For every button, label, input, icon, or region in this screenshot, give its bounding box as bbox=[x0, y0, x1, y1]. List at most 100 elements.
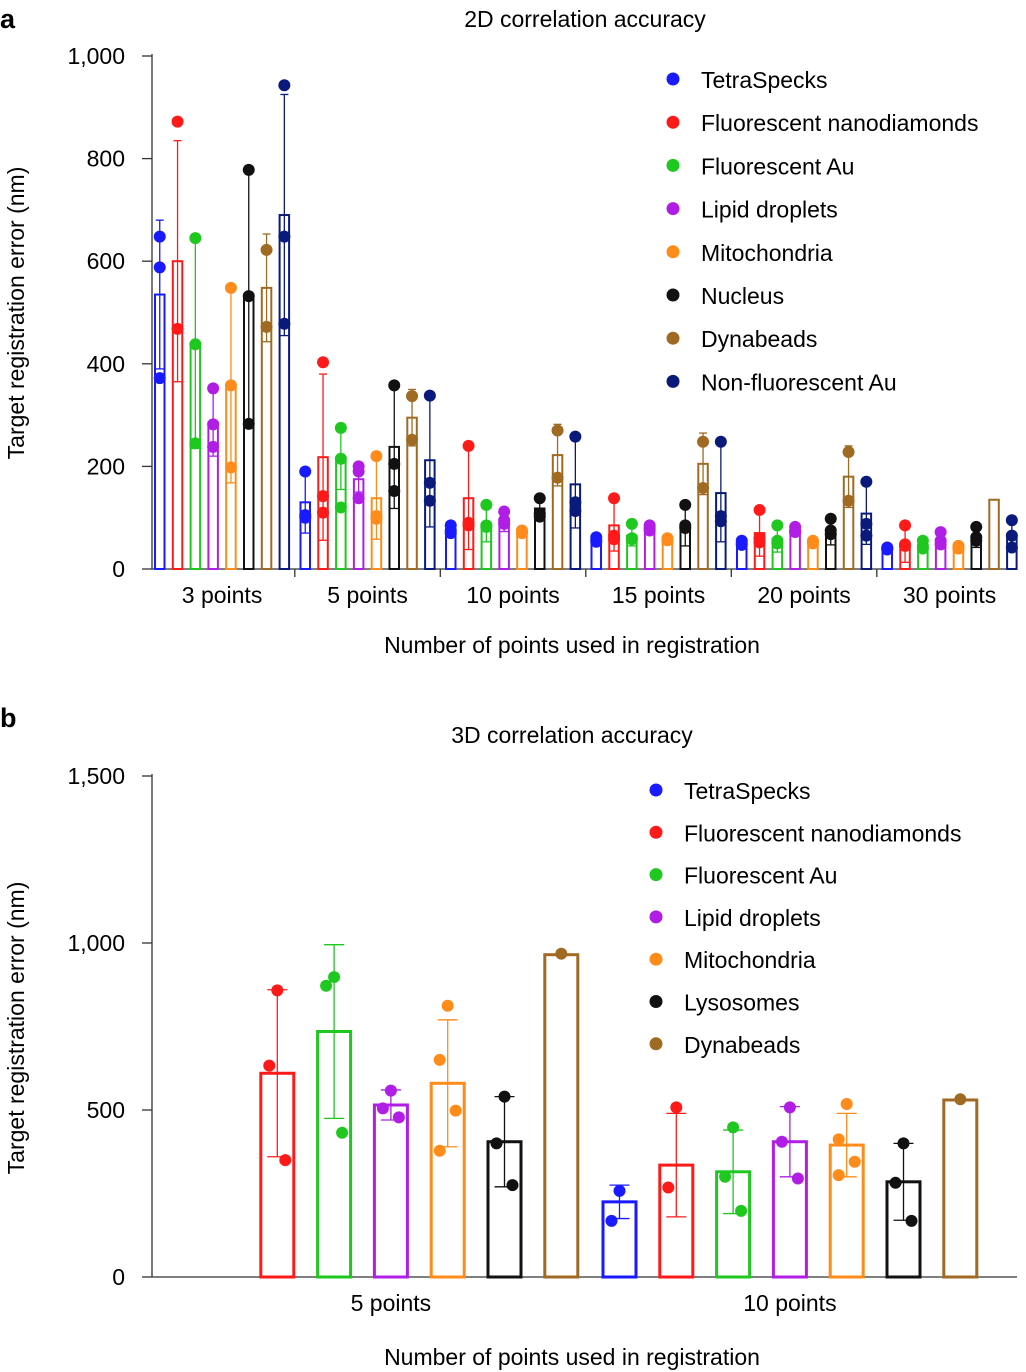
legend-label: Lysosomes bbox=[684, 990, 799, 1016]
data-point bbox=[189, 232, 202, 245]
data-point bbox=[207, 418, 220, 431]
legend-label: Non-fluorescent Au bbox=[701, 369, 897, 395]
data-point bbox=[317, 506, 330, 519]
y-tick-label: 400 bbox=[87, 351, 125, 377]
data-point bbox=[590, 535, 603, 548]
x-axis-label: Number of points used in registration bbox=[384, 1344, 760, 1370]
data-point bbox=[299, 511, 312, 524]
data-point bbox=[278, 317, 291, 330]
data-point bbox=[352, 492, 365, 505]
data-point bbox=[824, 512, 837, 525]
data-point bbox=[242, 163, 255, 176]
data-point bbox=[1005, 541, 1018, 554]
panel-b-letter: b bbox=[0, 703, 17, 733]
legend-label: Lipid droplets bbox=[684, 905, 821, 931]
x-axis-label: Number of points used in registration bbox=[384, 632, 760, 658]
panel-a-letter: a bbox=[0, 4, 16, 34]
y-tick-label: 0 bbox=[112, 1264, 125, 1290]
legend-marker bbox=[649, 868, 663, 882]
data-point bbox=[605, 1214, 618, 1227]
data-point bbox=[406, 433, 419, 446]
x-tick-label: 30 points bbox=[903, 582, 996, 608]
data-point bbox=[832, 1169, 845, 1182]
x-tick-label: 20 points bbox=[757, 582, 850, 608]
data-point bbox=[279, 1154, 292, 1167]
data-point bbox=[498, 505, 511, 518]
bar bbox=[543, 953, 580, 1279]
panel-a-chart: 2D correlation accuracy Number of points… bbox=[3, 6, 1018, 658]
legend-marker bbox=[649, 783, 663, 797]
data-point bbox=[791, 1172, 804, 1185]
data-point bbox=[263, 1059, 276, 1072]
data-point bbox=[551, 471, 564, 484]
data-point bbox=[783, 1101, 796, 1114]
data-point bbox=[789, 526, 802, 539]
data-point bbox=[423, 476, 436, 489]
legend-marker bbox=[666, 72, 680, 86]
data-point bbox=[714, 435, 727, 448]
data-point bbox=[441, 999, 454, 1012]
legend-marker bbox=[666, 331, 680, 345]
data-point bbox=[433, 1053, 446, 1066]
data-point bbox=[679, 521, 692, 534]
legend-marker bbox=[666, 158, 680, 172]
data-point bbox=[278, 230, 291, 243]
legend-marker bbox=[666, 115, 680, 129]
y-tick-label: 800 bbox=[87, 146, 125, 172]
data-point bbox=[498, 517, 511, 530]
legend-marker bbox=[649, 825, 663, 839]
legend-label: Fluorescent Au bbox=[684, 863, 837, 889]
data-point bbox=[506, 1179, 519, 1192]
data-point bbox=[860, 475, 873, 488]
legend-label: Mitochondria bbox=[684, 947, 816, 973]
data-point bbox=[242, 290, 255, 303]
data-point bbox=[842, 494, 855, 507]
data-point bbox=[954, 1093, 967, 1106]
data-point bbox=[569, 430, 582, 443]
y-tick-label: 1,000 bbox=[67, 930, 125, 956]
data-point bbox=[860, 529, 873, 542]
data-point bbox=[336, 1126, 349, 1139]
data-point bbox=[423, 389, 436, 402]
data-point bbox=[171, 322, 184, 335]
data-point bbox=[376, 1102, 389, 1115]
legend-label: Lipid droplets bbox=[701, 197, 838, 223]
legend-marker bbox=[666, 374, 680, 388]
data-point bbox=[555, 947, 568, 960]
y-tick-label: 1,000 bbox=[67, 43, 125, 69]
data-point bbox=[643, 524, 656, 537]
data-point bbox=[569, 505, 582, 518]
data-point bbox=[334, 501, 347, 514]
bar bbox=[942, 1098, 979, 1279]
legend-label: Fluorescent nanodiamonds bbox=[701, 110, 978, 136]
data-point bbox=[317, 356, 330, 369]
data-point bbox=[334, 421, 347, 434]
y-tick-label: 1,500 bbox=[67, 763, 125, 789]
data-point bbox=[970, 520, 983, 533]
data-point bbox=[352, 465, 365, 478]
bar bbox=[372, 1103, 409, 1279]
data-point bbox=[317, 490, 330, 503]
legend-label: Dynabeads bbox=[701, 326, 817, 352]
legend-marker bbox=[666, 245, 680, 259]
data-point bbox=[207, 382, 220, 395]
legend-label: Fluorescent Au bbox=[701, 153, 854, 179]
legend-marker bbox=[649, 910, 663, 924]
data-point bbox=[388, 485, 401, 498]
data-point bbox=[771, 519, 784, 532]
data-point bbox=[661, 534, 674, 547]
data-point bbox=[189, 437, 202, 450]
data-point bbox=[753, 536, 766, 549]
data-point bbox=[189, 338, 202, 351]
legend-marker bbox=[649, 952, 663, 966]
data-point bbox=[1005, 514, 1018, 527]
data-point bbox=[899, 539, 912, 552]
data-point bbox=[905, 1214, 918, 1227]
data-point bbox=[934, 526, 947, 539]
data-point bbox=[625, 533, 638, 546]
data-point bbox=[970, 534, 983, 547]
data-point bbox=[679, 498, 692, 511]
data-point bbox=[842, 446, 855, 459]
x-tick-label: 3 points bbox=[182, 582, 263, 608]
bar bbox=[988, 498, 1000, 570]
